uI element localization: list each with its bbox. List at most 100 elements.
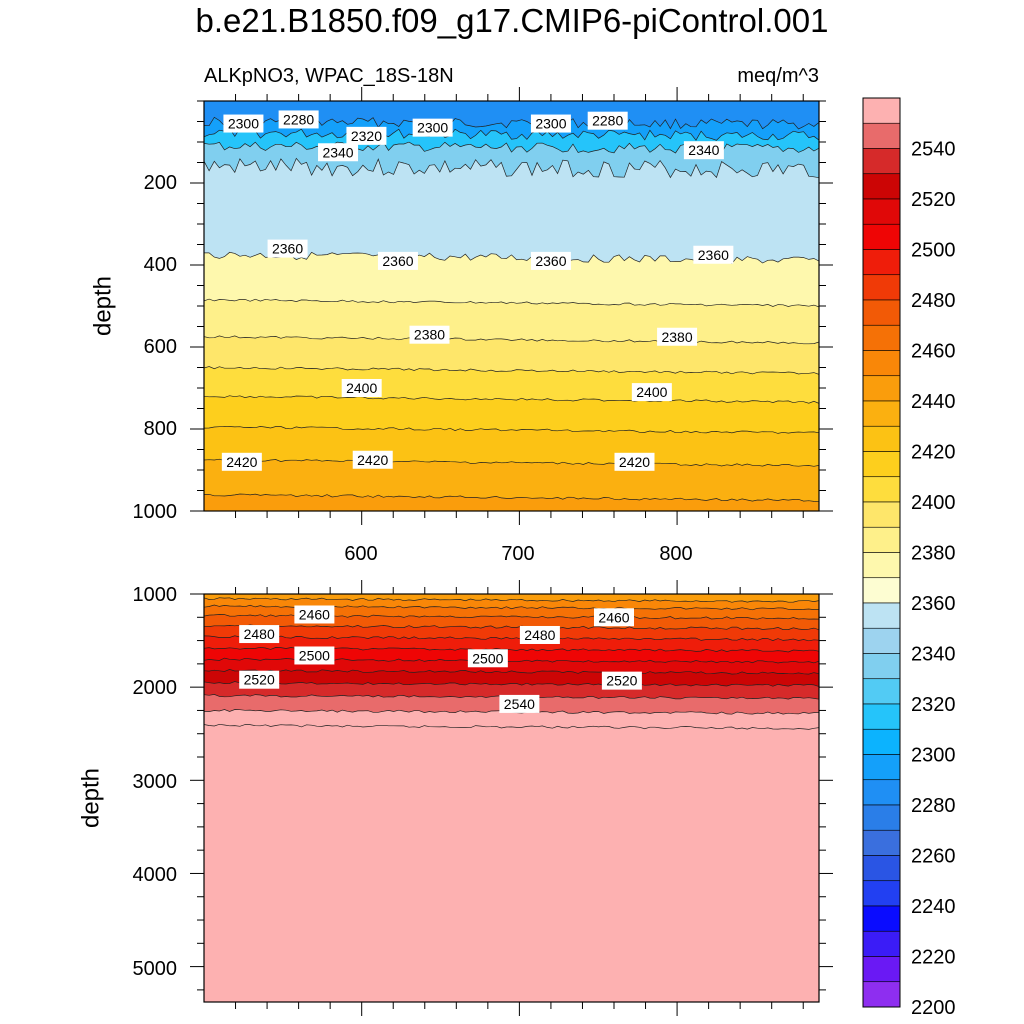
colorbar-swatch — [862, 274, 901, 301]
upper-contour-label-box — [530, 251, 571, 270]
colorbar-label: 2460 — [911, 341, 956, 363]
lower-contour-label: 2460 — [594, 608, 634, 627]
colorbar-label: 2320 — [911, 694, 956, 716]
upper-contour-label-text: 2400 — [636, 384, 667, 400]
upper-contour-label-box — [412, 118, 453, 137]
upper-contour-label-text: 2360 — [382, 253, 413, 269]
lower-contour-label-text: 2460 — [598, 609, 629, 625]
lower-plot-frame — [203, 593, 820, 1003]
upper-contour-label-text: 2340 — [322, 144, 353, 160]
colorbar-swatch — [862, 829, 901, 856]
lower-isoline-2550 — [204, 723, 819, 730]
lower-contour-label-box — [499, 694, 540, 713]
upper-contour-label: 2380 — [657, 327, 698, 346]
upper-contour-label-box — [223, 114, 264, 133]
lower-contour-label: 2480 — [239, 625, 280, 644]
upper-contour-label-text: 2420 — [226, 454, 257, 470]
upper-contour-label-box — [341, 379, 382, 397]
colorbar-swatch — [862, 173, 901, 200]
upper-contour-label: 2300 — [223, 114, 264, 133]
lower-contour-label-text: 2480 — [244, 626, 275, 642]
upper-contour-label: 2360 — [693, 245, 734, 264]
upper-contour-labels: 2300 2280 2320 2300 2300 2280 2340 2340 2360 2360… — [221, 110, 734, 471]
colorbar-swatch — [862, 602, 901, 629]
upper-contour-label-text: 2300 — [228, 116, 259, 132]
colorbar-swatch — [862, 350, 901, 377]
upper-contour-label: 2340 — [683, 141, 724, 160]
upper-contour-label-box — [221, 452, 262, 471]
colorbar-swatch — [862, 930, 901, 957]
upper-contour-label: 2420 — [352, 450, 393, 469]
lower-contour-label-text: 2460 — [299, 606, 330, 622]
lower-y-tick-label-4000: 4000 — [133, 864, 178, 886]
upper-y-tick-label-1000: 1000 — [133, 501, 178, 523]
upper-contour-label-box — [631, 383, 672, 402]
upper-contour-label-box — [377, 251, 418, 270]
colorbar-swatch — [862, 653, 901, 680]
upper-contour-label: 2360 — [267, 239, 308, 258]
lower-contour-label: 2480 — [519, 625, 560, 644]
colorbar-swatch — [862, 577, 901, 604]
lower-isoline-2440 — [204, 597, 819, 603]
lower-isoline-2510 — [204, 669, 819, 675]
upper-title-right: meq/m^3 — [737, 65, 819, 87]
colorbar: 2540 2520 2500 2480 2460 2440 2420 2400 2380 2360… — [862, 97, 956, 1019]
upper-contour-label: 2360 — [530, 251, 571, 270]
colorbar-label: 2420 — [911, 442, 956, 464]
lower-contour-label: 2520 — [239, 670, 280, 689]
upper-contour-label: 2400 — [631, 383, 672, 402]
upper-y-tick-label-800: 800 — [144, 418, 177, 440]
upper-contour-label: 2340 — [318, 143, 359, 162]
lower-contour-label-box — [294, 605, 335, 624]
colorbar-swatch — [862, 627, 901, 654]
upper-isoline-2430 — [204, 493, 819, 503]
colorbar-swatch — [862, 425, 901, 452]
upper-contour-label-text: 2280 — [283, 111, 314, 127]
colorbar-swatch — [862, 400, 901, 427]
upper-isoline-2420 — [204, 458, 819, 467]
lower-y-tick-label-5000: 5000 — [133, 958, 178, 980]
colorbar-swatch — [862, 804, 901, 831]
colorbar-swatch — [862, 880, 901, 907]
upper-band-2430 — [204, 494, 819, 511]
colorbar-swatch — [862, 552, 901, 579]
colorbar-swatch — [862, 148, 901, 175]
colorbar-label: 2360 — [911, 593, 956, 615]
lower-contour-label-box — [601, 671, 642, 690]
colorbar-swatch — [862, 728, 901, 755]
lower-contour-label-text: 2500 — [299, 647, 330, 663]
colorbar-swatch — [862, 122, 901, 149]
lower-color-bands — [204, 594, 819, 1002]
upper-contour-label-text: 2420 — [619, 454, 650, 470]
upper-isoline-2380 — [204, 335, 819, 345]
lower-contour-label-box — [239, 670, 280, 689]
upper-contour-label-box — [530, 114, 571, 133]
lower-y-tick-label-3000: 3000 — [133, 771, 178, 793]
colorbar-label: 2480 — [911, 290, 956, 312]
colorbar-swatch — [862, 981, 901, 1008]
upper-title-left: ALKpNO3, WPAC_18S-18N — [204, 65, 454, 87]
lower-y-tick-label-1000: 1000 — [133, 584, 178, 606]
upper-contour-label-text: 2380 — [414, 327, 445, 343]
upper-contour-label-text: 2360 — [535, 253, 566, 269]
colorbar-label: 2300 — [911, 745, 956, 767]
upper-contour-label-text: 2300 — [417, 120, 448, 136]
upper-axis-ticks — [190, 87, 833, 525]
upper-contour-label-text: 2360 — [698, 247, 729, 263]
upper-y-axis-label: depth — [89, 276, 116, 336]
lower-contour-label: 2540 — [499, 694, 540, 713]
colorbar-label: 2500 — [911, 240, 956, 262]
colorbar-swatch — [862, 476, 901, 503]
lower-contour-labels: 2460 2460 2480 2480 2500 2500 2520 2520 2540 — [239, 605, 642, 713]
colorbar-swatch — [862, 678, 901, 705]
upper-contour-label: 2280 — [587, 111, 628, 130]
upper-y-tick-label-600: 600 — [144, 336, 177, 358]
lower-contour-label-box — [239, 625, 280, 644]
colorbar-swatch — [862, 198, 901, 225]
colorbar-swatch — [862, 905, 901, 932]
upper-contour-label: 2320 — [346, 126, 387, 145]
upper-y-tick-label-200: 200 — [144, 172, 177, 194]
colorbar-swatch — [862, 754, 901, 781]
lower-contour-label-text: 2520 — [606, 673, 637, 689]
colorbar-label: 2280 — [911, 795, 956, 817]
